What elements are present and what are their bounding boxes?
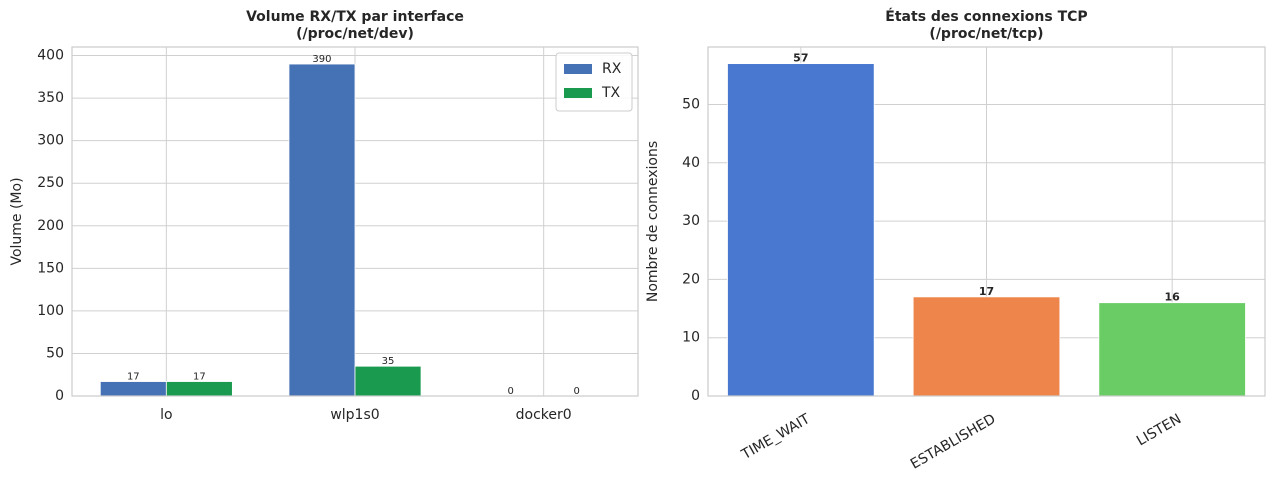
- y-tick-label: 250: [37, 175, 64, 191]
- y-tick-label: 50: [46, 345, 64, 361]
- chart-subtitle: (/proc/net/tcp): [929, 26, 1043, 42]
- x-tick-label: lo: [160, 407, 172, 423]
- value-label: 0: [507, 386, 513, 397]
- y-tick-label: 10: [682, 330, 700, 346]
- x-tick-label: wlp1s0: [330, 407, 379, 423]
- value-label: 390: [312, 54, 331, 65]
- chart-title: Volume RX/TX par interface: [246, 9, 464, 25]
- bar: [727, 63, 875, 397]
- axes-frame: [71, 46, 639, 397]
- y-tick-label: 0: [691, 388, 700, 404]
- chart-subtitle: (/proc/net/dev): [296, 26, 414, 42]
- y-tick-label: 150: [37, 260, 64, 276]
- y-axis-label: Volume (Mo): [9, 177, 25, 265]
- y-tick-label: 100: [37, 303, 64, 319]
- axes-frame: [707, 46, 1266, 397]
- y-tick-label: 30: [682, 213, 700, 229]
- y-tick-label: 50: [682, 96, 700, 112]
- y-tick-label: 300: [37, 133, 64, 149]
- value-label: 17: [979, 285, 994, 298]
- y-tick-label: 0: [55, 388, 64, 404]
- y-tick-label: 350: [37, 90, 64, 106]
- bar: [99, 381, 167, 397]
- bar: [912, 296, 1061, 397]
- value-label: 35: [382, 356, 395, 367]
- legend-swatch: [564, 64, 592, 74]
- legend-label: RX: [602, 61, 622, 77]
- value-label: 17: [127, 372, 140, 383]
- bar: [1098, 302, 1246, 397]
- bar: [354, 365, 422, 397]
- x-tick-label: docker0: [516, 407, 572, 423]
- bar: [288, 63, 356, 397]
- y-tick-label: 400: [37, 48, 64, 64]
- value-label: 16: [1165, 291, 1181, 304]
- legend-label: TX: [601, 85, 621, 101]
- bar: [165, 381, 233, 397]
- value-label: 0: [573, 386, 579, 397]
- value-label: 57: [793, 52, 808, 65]
- chart-title: États des connexions TCP: [885, 8, 1087, 25]
- legend-swatch: [564, 88, 592, 98]
- y-tick-label: 40: [682, 155, 700, 171]
- y-tick-label: 200: [37, 218, 64, 234]
- y-axis-label: Nombre de connexions: [645, 141, 661, 302]
- y-tick-label: 20: [682, 271, 700, 287]
- value-label: 17: [193, 372, 206, 383]
